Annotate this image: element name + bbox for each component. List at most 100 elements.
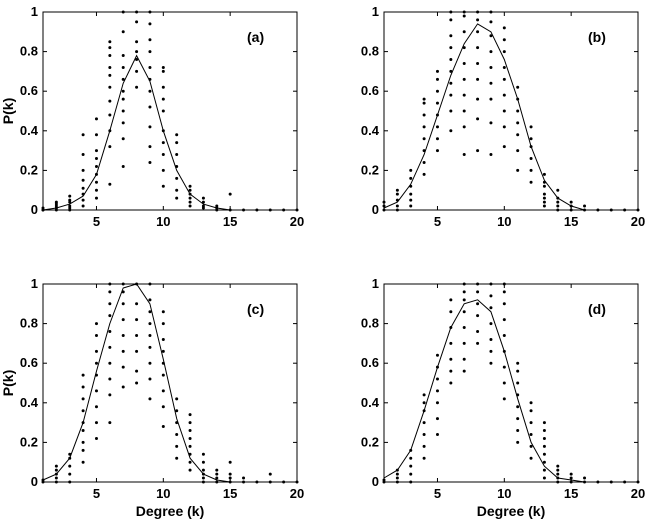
data-point bbox=[228, 192, 232, 196]
data-point bbox=[435, 365, 439, 369]
data-point bbox=[435, 113, 439, 117]
data-point bbox=[489, 306, 493, 310]
y-tick-label: 1 bbox=[372, 276, 379, 291]
data-point bbox=[449, 81, 453, 85]
data-point bbox=[409, 168, 413, 172]
data-point bbox=[395, 188, 399, 192]
data-point bbox=[94, 188, 98, 192]
data-point bbox=[282, 208, 286, 212]
data-point bbox=[148, 361, 152, 365]
data-point bbox=[94, 349, 98, 353]
data-point bbox=[529, 456, 533, 460]
y-tick-label: 0.4 bbox=[20, 395, 39, 410]
data-point bbox=[148, 377, 152, 381]
data-point bbox=[476, 314, 480, 318]
data-point bbox=[135, 349, 139, 353]
data-point bbox=[81, 429, 85, 433]
data-point bbox=[516, 440, 520, 444]
data-point bbox=[516, 133, 520, 137]
data-point bbox=[161, 109, 165, 113]
data-point bbox=[542, 429, 546, 433]
data-point bbox=[108, 282, 112, 286]
data-point bbox=[188, 184, 192, 188]
data-point bbox=[188, 196, 192, 200]
fit-line bbox=[383, 23, 638, 211]
data-point bbox=[502, 381, 506, 385]
panel-c: 5 10 15 20 0 0.2 0.4 0.6 0.8 1 (c) P(k) Degree (k) bbox=[0, 276, 304, 519]
data-point bbox=[81, 153, 85, 157]
data-point bbox=[382, 204, 386, 208]
data-point bbox=[409, 192, 413, 196]
data-point bbox=[596, 480, 600, 484]
data-point bbox=[175, 141, 179, 145]
data-point bbox=[135, 50, 139, 54]
data-point bbox=[462, 290, 466, 294]
data-point bbox=[188, 460, 192, 464]
data-point bbox=[175, 188, 179, 192]
data-point bbox=[542, 204, 546, 208]
data-point bbox=[502, 302, 506, 306]
data-point bbox=[462, 298, 466, 302]
y-tick-label: 0.4 bbox=[20, 123, 39, 138]
data-point bbox=[201, 480, 205, 484]
data-point bbox=[462, 93, 466, 97]
data-point bbox=[108, 85, 112, 89]
y-tick-label: 0.4 bbox=[361, 123, 380, 138]
data-point bbox=[161, 425, 165, 429]
data-point bbox=[462, 341, 466, 345]
data-point bbox=[175, 153, 179, 157]
data-point bbox=[556, 480, 560, 484]
data-point bbox=[228, 472, 232, 476]
data-point bbox=[569, 208, 573, 212]
data-point bbox=[68, 194, 72, 198]
data-point bbox=[108, 290, 112, 294]
data-point bbox=[81, 409, 85, 413]
data-point bbox=[516, 429, 520, 433]
data-point bbox=[556, 468, 560, 472]
data-point bbox=[516, 361, 520, 365]
data-point bbox=[502, 333, 506, 337]
data-point bbox=[201, 204, 205, 208]
data-point bbox=[108, 40, 112, 44]
y-tick-label: 0.4 bbox=[361, 395, 380, 410]
data-point bbox=[489, 50, 493, 54]
axes-frame bbox=[42, 11, 298, 211]
data-point bbox=[395, 480, 399, 484]
x-tick-label: 5 bbox=[93, 486, 100, 501]
data-point bbox=[409, 204, 413, 208]
data-point bbox=[94, 149, 98, 153]
data-point bbox=[135, 381, 139, 385]
data-point bbox=[81, 192, 85, 196]
data-point bbox=[502, 145, 506, 149]
data-point bbox=[68, 480, 72, 484]
data-point bbox=[516, 417, 520, 421]
y-tick-label: 0 bbox=[372, 202, 379, 217]
y-axis-label: P(k) bbox=[0, 370, 16, 396]
y-tick-label: 0.6 bbox=[361, 83, 379, 98]
data-point bbox=[476, 97, 480, 101]
data-point bbox=[462, 125, 466, 129]
data-point bbox=[148, 310, 152, 314]
data-point bbox=[449, 341, 453, 345]
data-point bbox=[268, 472, 272, 476]
data-point bbox=[81, 186, 85, 190]
data-point bbox=[148, 282, 152, 286]
data-point bbox=[395, 208, 399, 212]
data-point bbox=[449, 369, 453, 373]
data-point bbox=[121, 97, 125, 101]
data-point bbox=[282, 480, 286, 484]
data-point bbox=[161, 184, 165, 188]
data-point bbox=[395, 198, 399, 202]
data-point bbox=[435, 137, 439, 141]
data-point bbox=[636, 208, 640, 212]
data-point bbox=[175, 133, 179, 137]
data-point bbox=[409, 480, 413, 484]
axes-frame bbox=[383, 283, 639, 483]
data-point bbox=[161, 310, 165, 314]
data-point bbox=[148, 77, 152, 81]
data-point bbox=[81, 178, 85, 182]
data-point bbox=[409, 448, 413, 452]
data-point bbox=[529, 421, 533, 425]
y-tick-label: 0.2 bbox=[361, 434, 379, 449]
data-point bbox=[382, 200, 386, 204]
